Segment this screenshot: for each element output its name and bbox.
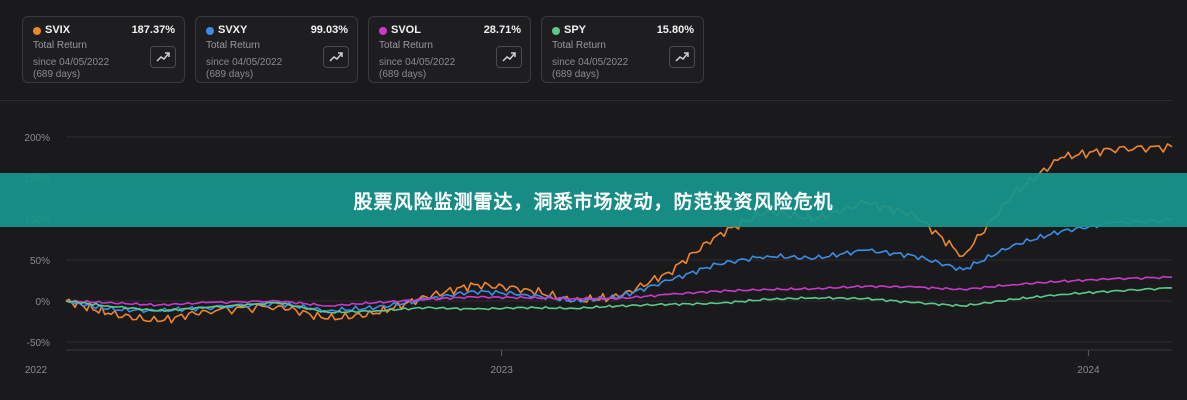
series-color-dot bbox=[379, 27, 387, 35]
card-days: (689 days) bbox=[33, 69, 81, 80]
series-color-dot bbox=[206, 27, 214, 35]
y-tick-label: -50% bbox=[27, 338, 50, 349]
trend-up-icon[interactable] bbox=[323, 46, 349, 68]
trend-up-icon[interactable] bbox=[496, 46, 522, 68]
card-label: Total Return bbox=[552, 40, 606, 51]
series-line-svix bbox=[65, 143, 1173, 324]
y-tick-label: 0% bbox=[36, 297, 51, 308]
card-return: 28.71% bbox=[483, 24, 521, 36]
y-tick-label: 50% bbox=[30, 256, 50, 267]
x-axis-ticks: 2022 2023 2024 bbox=[25, 349, 1172, 376]
card-since: since 04/05/2022 bbox=[33, 57, 110, 68]
card-label: Total Return bbox=[206, 40, 260, 51]
card-ticker: SVOL bbox=[391, 24, 421, 36]
trend-up-icon[interactable] bbox=[669, 46, 695, 68]
y-tick-label: 200% bbox=[24, 133, 50, 144]
card-return: 15.80% bbox=[656, 24, 694, 36]
card-since: since 04/05/2022 bbox=[379, 57, 456, 68]
divider bbox=[0, 100, 1172, 101]
card-ticker: SVXY bbox=[218, 24, 248, 36]
promo-banner: 股票风险监测雷达，洞悉市场波动，防范投资风险危机 bbox=[0, 173, 1187, 227]
x-tick-label: 2022 bbox=[25, 365, 48, 376]
card-since: since 04/05/2022 bbox=[552, 57, 629, 68]
chart-grid bbox=[66, 136, 1172, 343]
card-since: since 04/05/2022 bbox=[206, 57, 283, 68]
return-card-svol[interactable]: SVOL 28.71% Total Return since 04/05/202… bbox=[368, 16, 531, 83]
card-return: 187.37% bbox=[131, 24, 175, 36]
series-color-dot bbox=[33, 27, 41, 35]
chart-series bbox=[65, 143, 1173, 324]
return-card-svix[interactable]: SVIX 187.37% Total Return since 04/05/20… bbox=[22, 16, 185, 83]
card-label: Total Return bbox=[33, 40, 87, 51]
card-days: (689 days) bbox=[206, 69, 254, 80]
card-label: Total Return bbox=[379, 40, 433, 51]
card-days: (689 days) bbox=[379, 69, 427, 80]
summary-cards: SVIX 187.37% Total Return since 04/05/20… bbox=[22, 16, 704, 83]
return-card-svxy[interactable]: SVXY 99.03% Total Return since 04/05/202… bbox=[195, 16, 358, 83]
banner-text: 股票风险监测雷达，洞悉市场波动，防范投资风险危机 bbox=[353, 190, 834, 213]
series-line-svol bbox=[65, 275, 1172, 307]
card-return: 99.03% bbox=[310, 24, 348, 36]
series-color-dot bbox=[552, 27, 560, 35]
series-line-spy bbox=[65, 286, 1173, 314]
trend-up-icon[interactable] bbox=[150, 46, 176, 68]
card-ticker: SVIX bbox=[45, 24, 71, 36]
card-days: (689 days) bbox=[552, 69, 600, 80]
return-card-spy[interactable]: SPY 15.80% Total Return since 04/05/2022… bbox=[541, 16, 704, 83]
y-axis-ticks: 200%150%100%50%0%-50% bbox=[24, 133, 50, 349]
x-tick-label: 2024 bbox=[1077, 365, 1100, 376]
card-ticker: SPY bbox=[564, 24, 587, 36]
x-tick-label: 2023 bbox=[491, 365, 514, 376]
